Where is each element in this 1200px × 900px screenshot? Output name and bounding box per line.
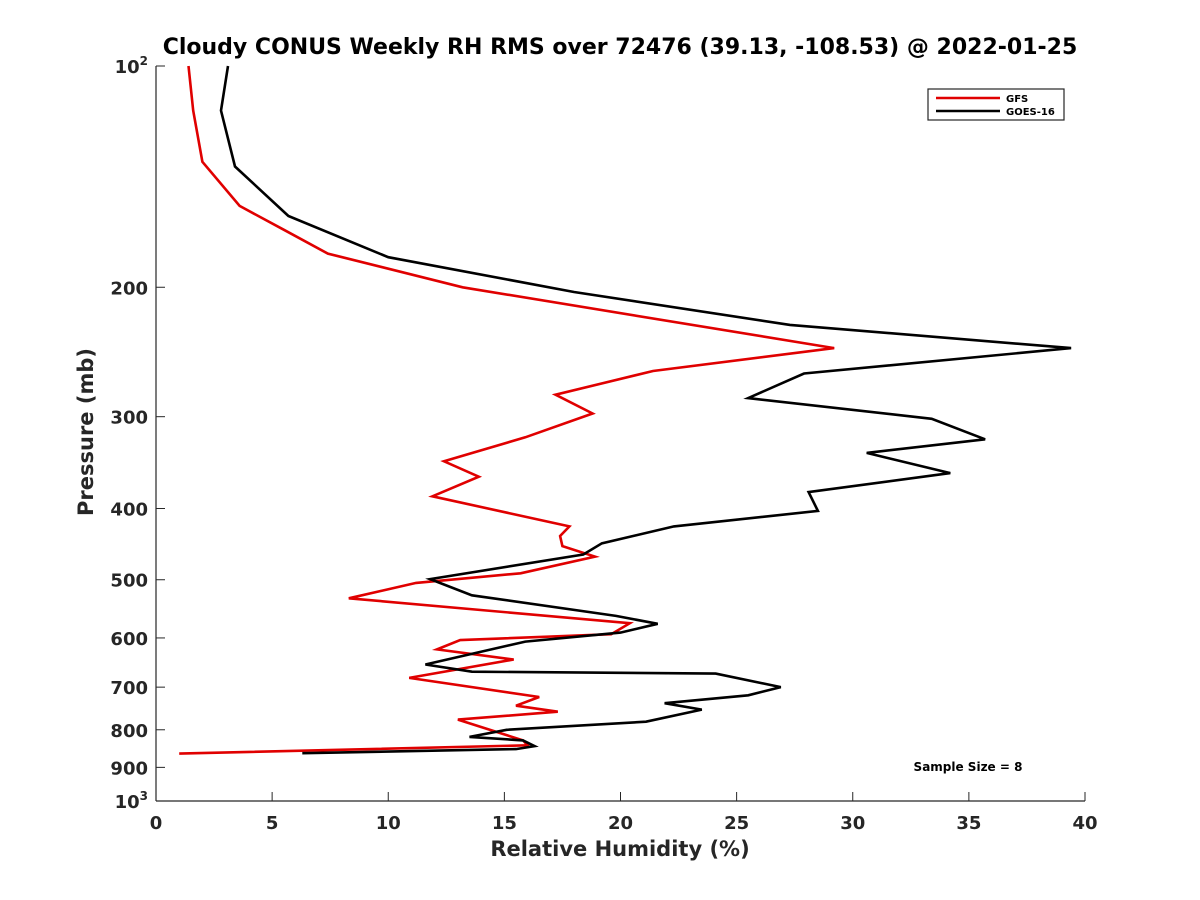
x-axis-label: Relative Humidity (%) <box>490 837 749 861</box>
x-tick-label: 30 <box>840 813 865 834</box>
y-tick-label: 500 <box>110 571 148 592</box>
y-tick-label: 300 <box>110 408 148 429</box>
y-tick-label: 600 <box>110 629 148 650</box>
legend-box <box>927 88 1065 121</box>
y-tick-label: 900 <box>110 758 148 779</box>
y-tick-label: 103 <box>115 789 148 813</box>
series-line-goes-16 <box>219 65 1072 755</box>
series-line-gfs <box>179 65 835 755</box>
legend: GFS GOES-16 <box>927 88 1065 121</box>
y-tick-label: 400 <box>110 500 148 521</box>
x-tick-label: 25 <box>724 813 749 834</box>
plot-area <box>156 66 1085 801</box>
legend-entry: GOES-16 <box>1006 107 1055 118</box>
x-tick-label: 10 <box>376 813 401 834</box>
sample-size-annotation: Sample Size = 8 <box>914 760 1023 774</box>
x-tick-label: 0 <box>150 813 163 834</box>
y-tick-label: 200 <box>110 278 148 299</box>
x-tick-label: 5 <box>266 813 279 834</box>
legend-entry: GFS <box>1006 94 1028 105</box>
y-tick-label: 700 <box>110 678 148 699</box>
y-tick-label: 800 <box>110 721 148 742</box>
series-lines <box>179 65 1072 755</box>
x-tick-label: 40 <box>1072 813 1097 834</box>
chart-title: Cloudy CONUS Weekly RH RMS over 72476 (3… <box>163 35 1078 60</box>
y-axis-label: Pressure (mb) <box>74 348 98 516</box>
y-tick-label: 102 <box>115 54 148 78</box>
x-tick-label: 15 <box>492 813 517 834</box>
x-tick-label: 35 <box>956 813 981 834</box>
axes: 0 5 10 15 20 25 30 35 40 102 200 300 400 500 600 700 800… <box>110 54 1097 834</box>
x-tick-label: 20 <box>608 813 633 834</box>
